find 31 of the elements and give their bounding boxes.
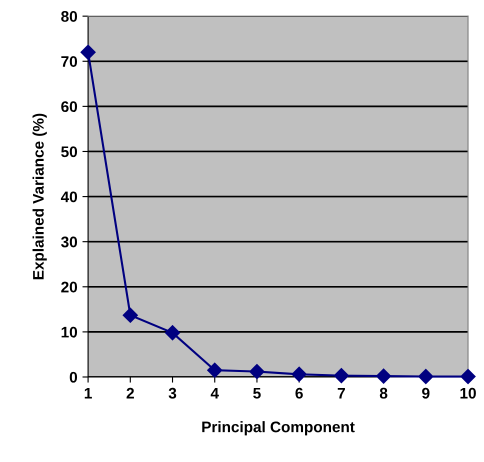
- point: [80, 44, 96, 60]
- x-tick-label: 4: [210, 388, 219, 398]
- x-tick-label: 1: [84, 388, 92, 398]
- point: [122, 308, 138, 323]
- y-tick-label: 40: [60, 191, 78, 202]
- y-tick-label: 20: [61, 282, 78, 292]
- x-tick-label: 9: [422, 388, 430, 399]
- x-axis-title: Principal Component: [202, 421, 355, 436]
- x-tick-label: 3: [168, 388, 176, 399]
- x-tick-label: 6: [295, 388, 303, 399]
- x-tick-label: 8: [380, 388, 388, 399]
- point: [376, 368, 392, 384]
- y-tick-label: 50: [61, 146, 78, 158]
- x-tick-label: 10: [460, 388, 476, 399]
- y-tick-label: 80: [61, 11, 78, 22]
- y-axis-title: Explained Variance (%): [32, 114, 47, 280]
- point: [249, 364, 265, 380]
- y-tick-label: 0: [70, 372, 78, 383]
- y-tick-label: 60: [61, 101, 78, 112]
- x-tick-label: 5: [253, 388, 261, 399]
- point: [164, 325, 180, 340]
- y-tick-label: 30: [61, 236, 78, 248]
- x-tick-label: 2: [126, 388, 134, 398]
- y-tick-label: 70: [61, 56, 78, 67]
- point: [460, 368, 476, 384]
- point: [292, 366, 307, 382]
- point: [334, 368, 349, 384]
- point: [207, 362, 222, 378]
- point: [418, 368, 434, 384]
- x-tick-label: 7: [338, 388, 345, 398]
- y-tick-label: 10: [62, 326, 78, 338]
